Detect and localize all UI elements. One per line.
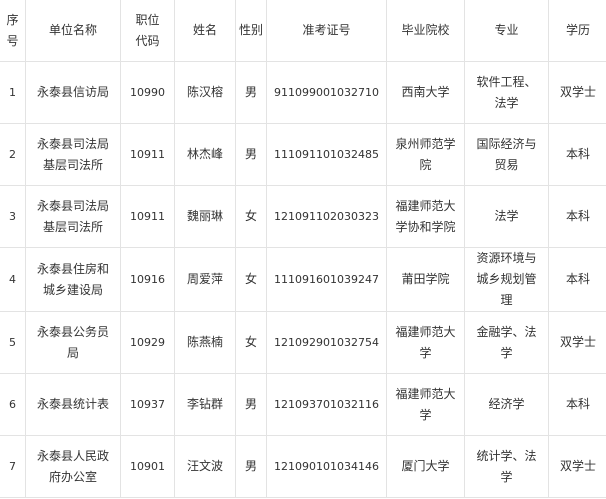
cell-exam-number: 111091101032485 [266, 123, 387, 186]
cell-name: 李钻群 [174, 373, 236, 436]
cell-degree: 双学士 [548, 61, 606, 124]
cell-school: 福建师范大学 [386, 373, 465, 436]
cell-position-code: 10911 [120, 185, 175, 248]
cell-position-code: 10929 [120, 311, 175, 374]
cell-position-code: 10990 [120, 61, 175, 124]
cell-gender: 男 [235, 123, 267, 186]
cell-position-code: 10937 [120, 373, 175, 436]
cell-unit: 永泰县信访局 [25, 61, 121, 124]
cell-position-code: 10901 [120, 435, 175, 498]
cell-school: 福建师范大学 [386, 311, 465, 374]
cell-gender: 女 [235, 247, 267, 312]
cell-gender: 男 [235, 61, 267, 124]
cell-name: 魏丽琳 [174, 185, 236, 248]
cell-degree: 本科 [548, 185, 606, 248]
cell-exam-number: 121091102030323 [266, 185, 387, 248]
table-row: 5 永泰县公务员局 10929 陈燕楠女 121092901032754 福建师范大学 金融… [0, 311, 606, 374]
header-unit: 单位名称 [25, 0, 121, 62]
cell-unit: 永泰县住房和城乡建设局 [25, 247, 121, 312]
cell-school: 福建师范大学协和学院 [386, 185, 465, 248]
header-name: 姓名 [174, 0, 236, 62]
cell-gender: 女 [235, 311, 267, 374]
cell-gender: 女 [235, 185, 267, 248]
cell-name: 林杰峰 [174, 123, 236, 186]
header-school: 毕业院校 [386, 0, 465, 62]
cell-school: 厦门大学 [386, 435, 465, 498]
header-gender: 性别 [235, 0, 267, 62]
cell-degree: 本科 [548, 373, 606, 436]
header-index: 序号 [0, 0, 26, 62]
cell-major: 资源环境与城乡规划管理 [464, 247, 549, 312]
cell-major: 国际经济与贸易 [464, 123, 549, 186]
cell-unit: 永泰县统计表 [25, 373, 121, 436]
header-row: 序号 单位名称 职位代码 姓名 性别 准考证号 毕业院校 专业 学历 [0, 0, 606, 62]
cell-school: 莆田学院 [386, 247, 465, 312]
cell-unit: 永泰县司法局基层司法所 [25, 123, 121, 186]
cell-position-code: 10911 [120, 123, 175, 186]
table-row: 2 永泰县司法局基层司法所 10911 林杰峰男 111091101032485 泉州师范… [0, 123, 606, 186]
cell-index: 4 [0, 247, 26, 312]
cell-exam-number: 911099001032710 [266, 61, 387, 124]
cell-unit: 永泰县司法局基层司法所 [25, 185, 121, 248]
cell-index: 7 [0, 435, 26, 498]
cell-index: 1 [0, 61, 26, 124]
cell-position-code: 10916 [120, 247, 175, 312]
cell-school: 泉州师范学院 [386, 123, 465, 186]
cell-index: 6 [0, 373, 26, 436]
cell-unit: 永泰县公务员局 [25, 311, 121, 374]
cell-major: 经济学 [464, 373, 549, 436]
cell-gender: 男 [235, 373, 267, 436]
header-position-code: 职位代码 [120, 0, 175, 62]
table-row: 6 永泰县统计表 10937 李钻群男 121093701032116 福建师范大学 经济学… [0, 373, 606, 436]
cell-exam-number: 121092901032754 [266, 311, 387, 374]
cell-degree: 双学士 [548, 311, 606, 374]
table-row: 3 永泰县司法局基层司法所 10911 魏丽琳女 121091102030323 福建师范… [0, 185, 606, 248]
cell-exam-number: 111091601039247 [266, 247, 387, 312]
cell-index: 2 [0, 123, 26, 186]
cell-index: 3 [0, 185, 26, 248]
cell-major: 软件工程、法学 [464, 61, 549, 124]
cell-unit: 永泰县人民政府办公室 [25, 435, 121, 498]
cell-degree: 双学士 [548, 435, 606, 498]
table-row: 4 永泰县住房和城乡建设局 10916 周爱萍女 111091601039247 莆田学院… [0, 247, 606, 312]
cell-major: 统计学、法学 [464, 435, 549, 498]
header-degree: 学历 [548, 0, 606, 62]
table-row: 1 永泰县信访局 10990 陈汉榕男 911099001032710 西南大学 软件工程、… [0, 61, 606, 124]
cell-major: 金融学、法学 [464, 311, 549, 374]
cell-school: 西南大学 [386, 61, 465, 124]
cell-name: 陈燕楠 [174, 311, 236, 374]
cell-exam-number: 121093701032116 [266, 373, 387, 436]
cell-name: 陈汉榕 [174, 61, 236, 124]
header-major: 专业 [464, 0, 549, 62]
cell-degree: 本科 [548, 123, 606, 186]
cell-exam-number: 121090101034146 [266, 435, 387, 498]
cell-gender: 男 [235, 435, 267, 498]
header-exam-number: 准考证号 [266, 0, 387, 62]
cell-degree: 本科 [548, 247, 606, 312]
cell-name: 汪文波 [174, 435, 236, 498]
cell-major: 法学 [464, 185, 549, 248]
table-row: 7 永泰县人民政府办公室 10901 汪文波男 121090101034146 厦门大学统… [0, 435, 606, 498]
cell-name: 周爱萍 [174, 247, 236, 312]
cell-index: 5 [0, 311, 26, 374]
